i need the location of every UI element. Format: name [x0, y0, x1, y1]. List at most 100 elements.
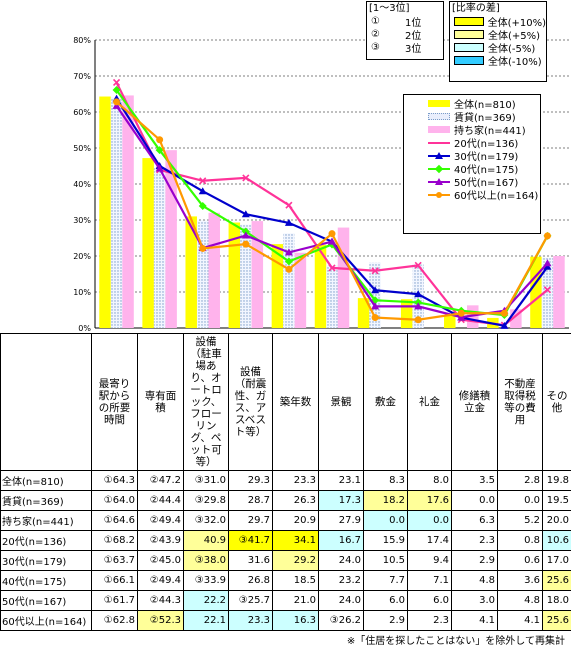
point [156, 136, 164, 144]
table-cell: 3.6 [497, 570, 543, 591]
point [543, 262, 552, 270]
table-cell: ③32.0 [183, 510, 229, 531]
table-cell: 0.0 [497, 490, 543, 511]
table-cell: 6.3 [451, 510, 498, 531]
diff-swatch [454, 43, 484, 52]
table-cell: ③26.2 [318, 610, 364, 631]
table-cell: 17.3 [318, 490, 364, 511]
table-cell: 19.5 [542, 490, 571, 511]
table-cell: 0.0 [363, 510, 408, 531]
bar [251, 221, 264, 328]
table-cell: 23.3 [272, 470, 319, 491]
table-cell: 0.0 [407, 510, 452, 531]
table-header: 設備（駐車場あり、オートロック、フローリング、ペット可等） [183, 333, 229, 471]
point [198, 201, 207, 210]
bar [467, 305, 479, 328]
point [242, 174, 250, 182]
table-cell: 2.3 [451, 530, 498, 551]
diff-label: 全体(+5%) [488, 31, 541, 42]
point [328, 230, 336, 238]
table-cell: 25.6 [542, 570, 571, 591]
table-cell: 26.8 [228, 570, 273, 591]
bar [110, 97, 123, 328]
rank-mark: ③ [371, 42, 380, 53]
point [112, 86, 121, 95]
row-label: 60代以上(n=164) [0, 610, 92, 631]
legend-line-swatch [428, 190, 450, 200]
row-label: 持ち家(n=441) [0, 510, 92, 531]
row-label: 20代(n=136) [0, 530, 92, 551]
point [155, 164, 164, 172]
table-header: 礼金 [407, 333, 452, 471]
point [414, 261, 422, 269]
legend-label: 40代(n=175) [454, 165, 519, 176]
table-cell: 31.6 [228, 550, 273, 571]
table-cell: ①66.1 [91, 570, 138, 591]
legend-item: 60代以上(n=164) [404, 188, 540, 202]
table-cell: 6.0 [407, 590, 452, 611]
table-cell: 4.1 [497, 610, 543, 631]
table-cell: 40.9 [183, 530, 229, 551]
bar [228, 222, 241, 328]
table-cell: 23.2 [318, 570, 364, 591]
table-cell: ②44.4 [137, 490, 184, 511]
table-header: 修繕積立金 [451, 333, 498, 471]
table-row: 60代以上(n=164) ①62.8 ②52.3 22.1 23.3 16.3 ③26.2 2… [0, 610, 571, 631]
bar [400, 299, 413, 328]
point [414, 290, 423, 298]
point [199, 244, 207, 252]
legend-item: 賃貸(n=369) [404, 110, 540, 124]
bar [369, 262, 381, 328]
table-cell: ③38.0 [183, 550, 229, 571]
table-cell: ②49.4 [137, 510, 184, 531]
point [543, 286, 552, 294]
point [199, 177, 207, 185]
series-legend: 全体(n=810) 賃貸(n=369) 持ち家(n=441) 20代(n=136) 30… [403, 94, 541, 234]
diff-legend: [比率の差] 全体(+10%) 全体(+5%) 全体(-5%) 全体(-10%) [449, 1, 547, 82]
legend-label: 20代(n=136) [454, 139, 519, 150]
legend-line-swatch [428, 177, 450, 187]
point [457, 309, 465, 317]
table-cell: 2.3 [407, 610, 452, 631]
table-row: 30代(n=179) ①63.7 ②45.0 ③38.0 31.6 29.2 24.0 10.… [0, 550, 571, 571]
legend-item: 50代(n=167) [404, 175, 540, 189]
table-cell: 17.0 [542, 550, 571, 571]
table-cell: 24.0 [318, 590, 364, 611]
table-cell: 4.8 [451, 570, 498, 591]
bar [196, 220, 209, 328]
rank-legend: [1〜3位] ① 1位 ② 2位 ③ 3位 [366, 1, 444, 60]
table-header: 最寄り駅からの所要時間 [91, 333, 138, 471]
table-header: 築年数 [272, 333, 319, 471]
footnote: ※「住居を探したことはない」を除外して再集計 [346, 636, 565, 647]
table-cell: 16.3 [272, 610, 319, 631]
table-cell: ②44.3 [137, 590, 184, 611]
table-cell: 9.4 [407, 550, 452, 571]
table-cell: 18.0 [542, 590, 571, 611]
table-cell: 26.3 [272, 490, 319, 511]
table-row: 全体(n=810) ①64.3 ②47.2 ③31.0 29.3 23.3 23.1 8.3 8… [0, 470, 571, 491]
table-header: 設備（耐震性、ガス、アスベスト等） [228, 333, 273, 471]
table-cell: 20.9 [272, 510, 319, 531]
table-cell: ①68.2 [91, 530, 138, 551]
bar [153, 168, 166, 328]
rank-mark: ① [371, 16, 380, 27]
table-cell: 10.5 [363, 550, 408, 571]
rank-legend-title: [1〜3位] [369, 3, 410, 14]
table-cell: ②43.9 [137, 530, 184, 551]
table-cell: 23.1 [318, 470, 364, 491]
point [371, 286, 380, 294]
rank-label: 1位 [405, 18, 422, 29]
table-cell: 28.7 [228, 490, 273, 511]
table-cell: 5.2 [497, 510, 543, 531]
legend-item: 40代(n=175) [404, 162, 540, 176]
point [543, 259, 552, 267]
point [543, 232, 551, 240]
table-cell: 0.0 [451, 490, 498, 511]
diff-swatch [454, 17, 484, 26]
rank-mark: ② [371, 29, 380, 40]
y-tick-label: 10% [73, 288, 91, 297]
table-row: 持ち家(n=441) ①64.6 ②49.4 ③32.0 29.7 20.9 27.9 0.0… [0, 510, 571, 531]
bar [326, 265, 338, 328]
point [285, 265, 293, 273]
point [371, 314, 379, 322]
